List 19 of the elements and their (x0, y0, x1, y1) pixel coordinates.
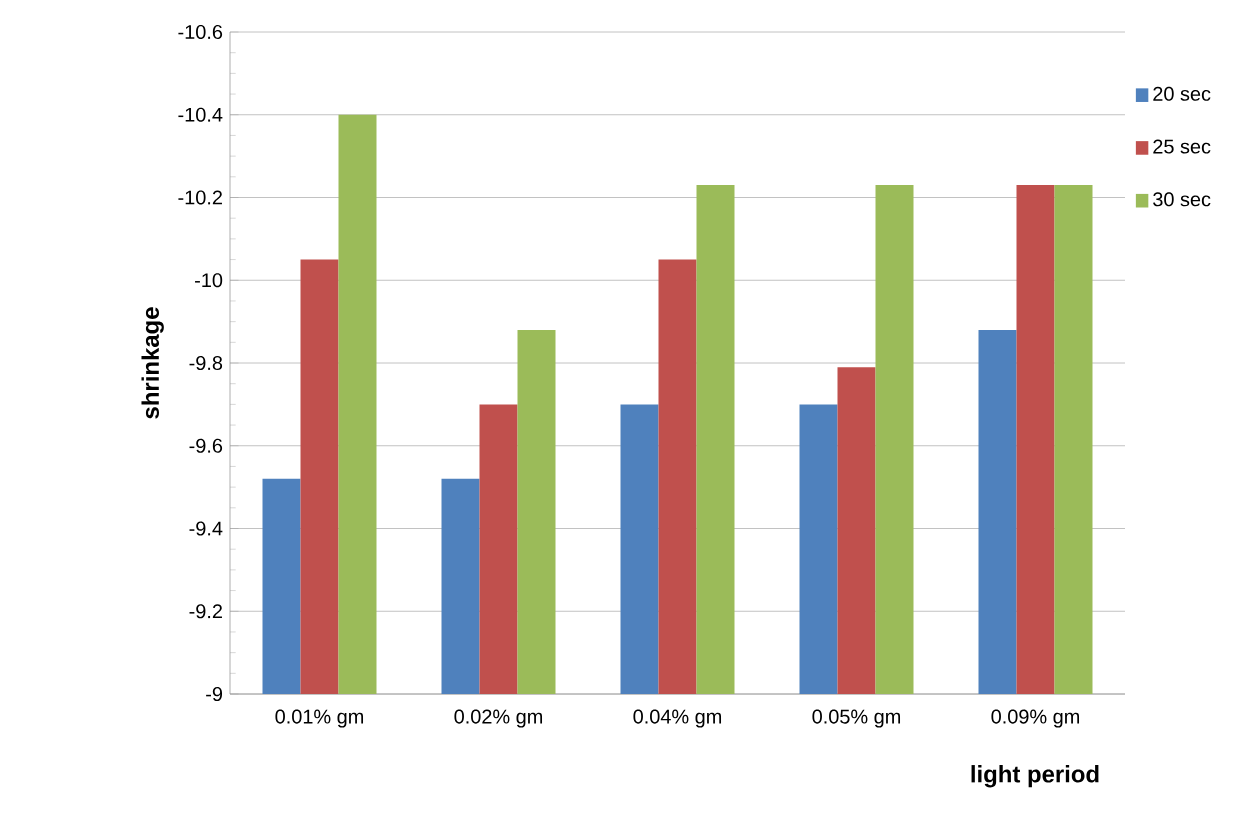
y-tick-label: -9 (206, 686, 223, 702)
y-axis-title: shrinkage (141, 307, 164, 419)
y-tick-label: -10 (195, 273, 223, 288)
y-tick-label: -10.2 (178, 190, 222, 205)
x-tick-label: 0.02% gm (454, 709, 543, 728)
x-tick-label: 0.05% gm (812, 709, 901, 728)
x-tick-label: 0.09% gm (991, 709, 1080, 728)
y-tick-label: -9.6 (189, 438, 223, 453)
legend-label: 25 sec (1153, 139, 1211, 154)
y-tick-label: -10.6 (178, 24, 223, 40)
y-tick-label: -9.8 (189, 355, 223, 371)
y-tick-label: -9.4 (189, 521, 223, 536)
y-tick-label: -9.2 (189, 604, 222, 619)
x-tick-label: 0.04% gm (633, 709, 722, 728)
y-tick-label: -10.4 (178, 107, 223, 122)
x-axis-title: light period (971, 765, 1099, 788)
legend-label: 30 sec (1153, 192, 1211, 207)
x-tick-label: 0.01% gm (275, 709, 364, 728)
legend-label: 20 sec (1153, 86, 1211, 101)
